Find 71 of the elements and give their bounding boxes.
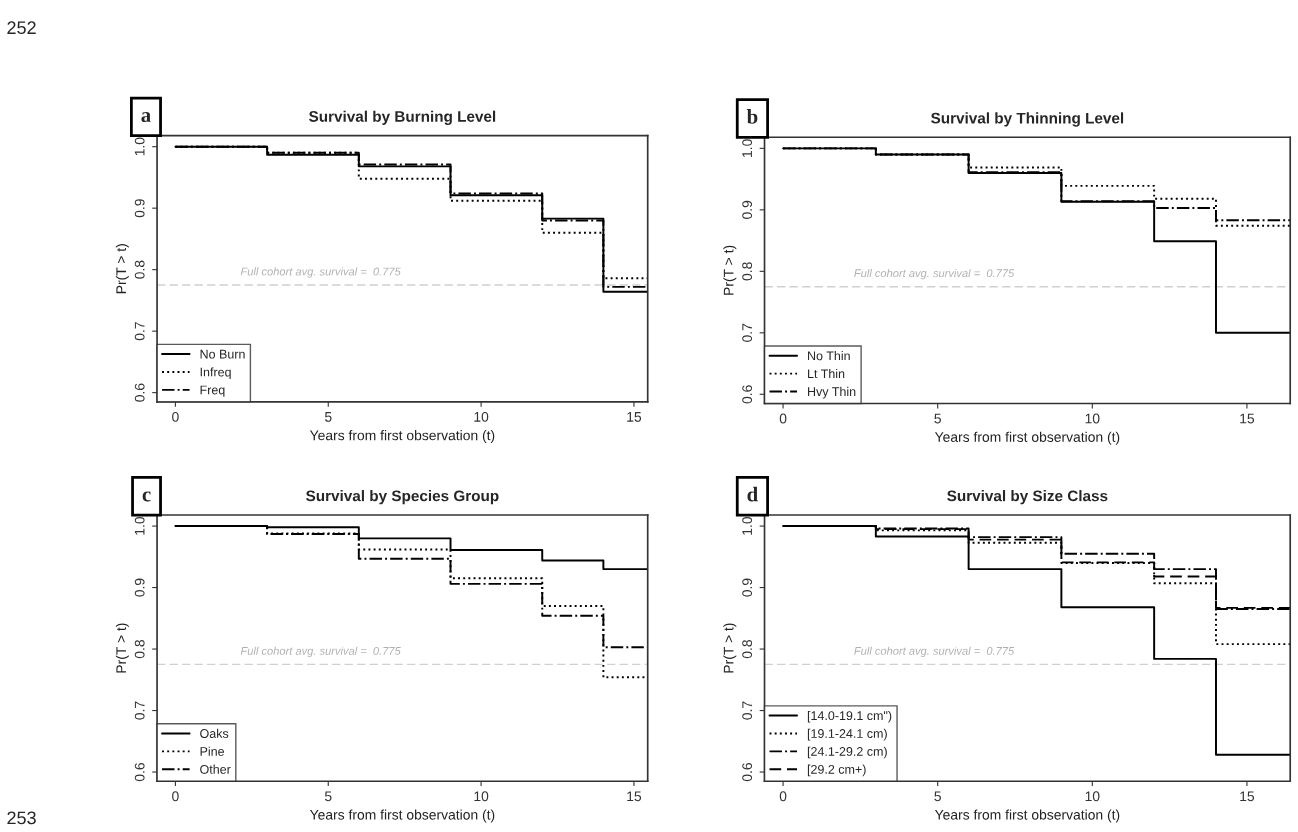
text: 252 bbox=[7, 21, 36, 35]
y-tick-label: 1.0 bbox=[742, 139, 753, 157]
text: b bbox=[746, 109, 758, 124]
y-tick-label: 0.9 bbox=[134, 199, 145, 218]
x-tick-label: 0 bbox=[779, 413, 787, 424]
y-tick-label: 1.0 bbox=[742, 516, 753, 535]
legend-label: No Thin bbox=[808, 351, 850, 361]
x-tick-label: 10 bbox=[474, 411, 489, 422]
y-tick-label: 0.6 bbox=[134, 383, 145, 402]
x-tick-label: 10 bbox=[1085, 413, 1100, 424]
text: a bbox=[141, 112, 151, 123]
y-tick-label: 1.0 bbox=[134, 516, 145, 535]
y-axis-title: Pr(T > t) bbox=[723, 623, 737, 673]
chart-title: Survival by Burning Level bbox=[309, 110, 496, 125]
y-tick-label: 0.6 bbox=[134, 762, 145, 782]
text: d bbox=[747, 486, 758, 502]
x-axis-title: Years from first observation (t) bbox=[309, 809, 495, 823]
y-tick-label: 0.7 bbox=[742, 323, 753, 342]
chart-title: Survival by Size Class bbox=[947, 490, 1108, 505]
ref-line-label: Full cohort avg. survival = 0.775 bbox=[240, 267, 401, 278]
x-axis-title: Years from first observation (t) bbox=[309, 430, 495, 444]
x-axis-title: Years from first observation (t) bbox=[934, 431, 1120, 445]
y-tick-label: 0.8 bbox=[134, 640, 145, 659]
text: 253 bbox=[7, 811, 36, 825]
x-tick-label: 5 bbox=[934, 791, 941, 802]
ref-line-label: Full cohort avg. survival = 0.775 bbox=[240, 646, 401, 658]
x-tick-label: 0 bbox=[172, 791, 179, 802]
legend-label: [29.2 cm+) bbox=[807, 764, 866, 777]
legend-label: Other bbox=[200, 764, 231, 774]
legend-label: Freq bbox=[200, 385, 225, 397]
y-axis-title: Pr(T > t) bbox=[115, 623, 129, 673]
y-tick-label: 0.7 bbox=[134, 322, 145, 341]
y-tick-label: 0.8 bbox=[742, 262, 753, 281]
y-tick-label: 0.6 bbox=[742, 762, 753, 782]
y-tick-label: 0.9 bbox=[134, 578, 145, 597]
chart-title: Survival by Thinning Level bbox=[931, 112, 1124, 127]
x-tick-label: 0 bbox=[779, 791, 787, 802]
legend-label: Hvy Thin bbox=[808, 386, 856, 399]
y-tick-label: 0.9 bbox=[742, 578, 753, 597]
y-tick-label: 0.6 bbox=[742, 385, 753, 404]
ref-line-label: Full cohort avg. survival = 0.775 bbox=[854, 268, 1015, 280]
legend-label: No Burn bbox=[200, 349, 245, 359]
legend-label: [19.1-24.1 cm) bbox=[807, 728, 887, 741]
chart-title: Survival by Species Group bbox=[306, 490, 499, 505]
legend-label: Lt Thin bbox=[808, 368, 845, 379]
legend-label: [24.1-29.2 cm) bbox=[807, 746, 887, 759]
legend-label: Oaks bbox=[200, 728, 229, 738]
x-tick-label: 5 bbox=[324, 791, 332, 802]
y-tick-label: 0.9 bbox=[742, 200, 753, 219]
text: c bbox=[142, 491, 151, 502]
x-tick-label: 15 bbox=[1240, 791, 1255, 802]
x-tick-label: 15 bbox=[627, 791, 642, 802]
y-tick-label: 0.7 bbox=[134, 701, 145, 720]
x-tick-label: 15 bbox=[627, 412, 642, 422]
y-axis-title: Pr(T > t) bbox=[115, 244, 129, 294]
x-axis-title: Years from first observation (t) bbox=[934, 809, 1120, 823]
y-tick-label: 0.8 bbox=[134, 260, 145, 279]
ref-line-label: Full cohort avg. survival = 0.775 bbox=[854, 646, 1015, 658]
y-tick-label: 1.0 bbox=[134, 137, 145, 156]
x-tick-label: 5 bbox=[934, 413, 941, 424]
x-tick-label: 10 bbox=[1085, 791, 1100, 802]
y-axis-title: Pr(T > t) bbox=[723, 245, 737, 295]
legend-label: Pine bbox=[200, 746, 225, 756]
legend-label: Infreq bbox=[200, 367, 231, 379]
x-tick-label: 15 bbox=[1240, 413, 1255, 424]
x-tick-label: 5 bbox=[324, 412, 332, 422]
x-tick-label: 10 bbox=[474, 791, 489, 802]
x-tick-label: 0 bbox=[172, 411, 179, 422]
y-tick-label: 0.8 bbox=[742, 640, 753, 659]
y-tick-label: 0.7 bbox=[742, 701, 753, 720]
legend-label: [14.0-19.1 cm") bbox=[807, 710, 892, 723]
